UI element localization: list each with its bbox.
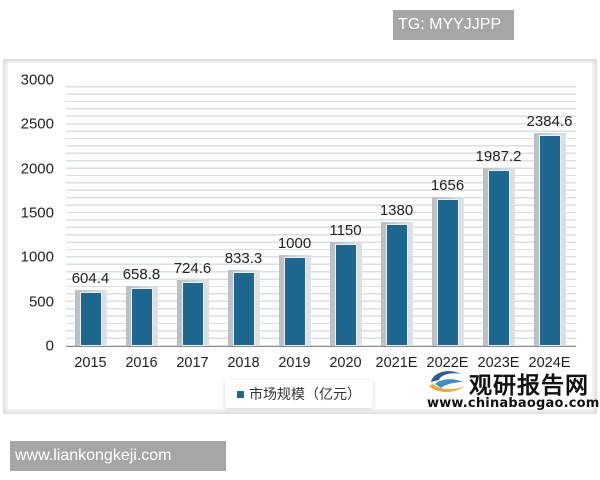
bar <box>79 292 102 346</box>
bar-value-label: 2384.6 <box>526 112 573 130</box>
bar <box>334 244 357 346</box>
y-tick-label: 2500 <box>20 115 54 133</box>
bar-value-label: 1656 <box>430 177 465 195</box>
x-tick-label: 2020 <box>329 355 362 371</box>
chinabaogao-logo: 观研报告网 www.chinabaogao.com <box>425 366 599 412</box>
logo-name: 观研报告网 <box>469 372 589 398</box>
logo-url: www.chinabaogao.com <box>427 396 600 411</box>
y-tick-label: 1000 <box>20 248 54 266</box>
y-tick-label: 1500 <box>20 204 54 222</box>
bar <box>385 223 408 346</box>
x-tick-label: 2016 <box>125 355 158 371</box>
bar <box>538 134 561 346</box>
legend: 市场规模（亿元） <box>225 380 373 408</box>
bar <box>232 272 255 346</box>
x-tick-label: 2024E <box>528 355 571 371</box>
swirl-logo-icon <box>429 371 465 392</box>
bar-value-label: 604.4 <box>71 270 110 288</box>
x-tick-label: 2015 <box>74 355 107 371</box>
bar-value-label: 658.8 <box>122 265 161 283</box>
bar-value-label: 724.6 <box>173 259 212 277</box>
bar-value-label: 833.3 <box>224 250 263 268</box>
y-tick-label: 500 <box>28 293 54 311</box>
x-axis-line <box>66 346 576 347</box>
bar-value-label: 1150 <box>329 222 362 240</box>
watermark-top: TG: MYYJJPP <box>393 10 514 40</box>
y-tick-label: 3000 <box>20 71 54 89</box>
legend-label: 市场规模（亿元） <box>249 386 361 402</box>
x-tick-label: 2017 <box>176 355 209 371</box>
x-tick-label: 2023E <box>477 355 520 371</box>
bar-value-label: 1987.2 <box>475 147 522 165</box>
bar <box>181 281 204 346</box>
legend-swatch <box>237 390 244 398</box>
x-tick-label: 2018 <box>227 355 260 371</box>
x-tick-label: 2022E <box>426 355 469 371</box>
x-tick-label: 2019 <box>278 355 311 371</box>
y-tick-label: 0 <box>45 337 54 355</box>
bar <box>283 257 306 346</box>
bar <box>130 287 153 346</box>
x-tick-label: 2021E <box>375 355 418 371</box>
bar-value-label: 1000 <box>277 235 312 253</box>
y-tick-label: 2000 <box>20 160 54 178</box>
bar-value-label: 1380 <box>379 201 414 219</box>
bar <box>436 199 459 346</box>
watermark-bottom: www.liankongkeji.com <box>10 441 226 471</box>
bar <box>487 169 510 346</box>
